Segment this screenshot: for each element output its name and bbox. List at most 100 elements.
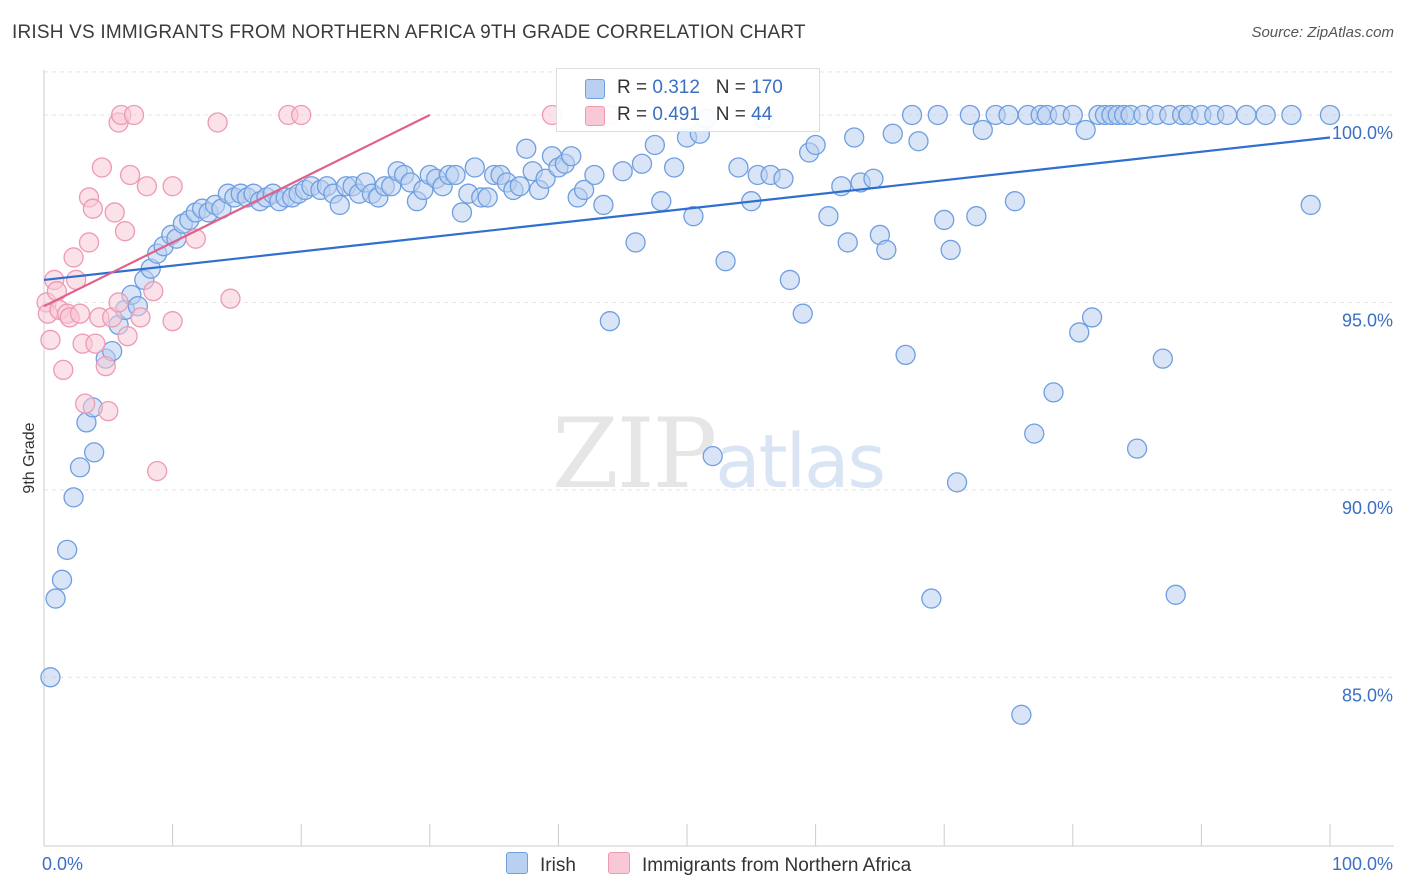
africa-point — [46, 281, 68, 302]
zipatlas-watermark: ZIPatlas — [552, 398, 886, 510]
irish-point — [573, 179, 595, 201]
irish-point — [1281, 104, 1302, 126]
irish-point — [584, 164, 605, 186]
africa-point — [98, 400, 119, 422]
irish-trend-line — [43, 136, 1331, 282]
irish-point — [728, 157, 749, 178]
irish-point — [644, 134, 665, 156]
x-tick-label-min: 0.0% — [42, 854, 83, 874]
irish-point — [792, 303, 813, 324]
axes — [43, 70, 1394, 847]
africa-trend-line — [43, 113, 431, 308]
irish-point — [895, 344, 916, 366]
irish-point — [651, 191, 672, 212]
irish-point — [940, 239, 961, 261]
legend-swatch-africa — [585, 106, 605, 126]
irish-point — [927, 104, 948, 126]
chart-title: IRISH VS IMMIGRANTS FROM NORTHERN AFRICA… — [12, 22, 806, 43]
africa-point — [147, 460, 168, 482]
africa-point — [136, 176, 158, 197]
irish-point — [818, 206, 839, 227]
irish-point — [683, 206, 704, 227]
irish-point — [1165, 584, 1186, 605]
africa-point — [117, 326, 138, 347]
watermark-atlas: atlas — [715, 419, 886, 505]
legend-irish-r-label: R = — [617, 77, 653, 98]
y-axis-title: 9th Grade — [21, 422, 38, 493]
africa-point — [123, 104, 145, 126]
y-tick-label: 95.0% — [1342, 310, 1393, 330]
irish-point — [1075, 119, 1096, 141]
irish-point — [773, 168, 794, 189]
bottom-legend-africa-label: Immigrants from Northern Africa — [642, 855, 912, 876]
irish-points — [40, 104, 1341, 725]
irish-point — [69, 457, 91, 478]
irish-point — [40, 667, 61, 688]
legend-africa-r-label: R = — [617, 104, 653, 125]
grid-lines — [44, 71, 1394, 678]
irish-point — [972, 119, 993, 141]
irish-point — [934, 209, 955, 231]
africa-point — [78, 232, 100, 253]
bottom-legend-irish: Irish — [506, 852, 576, 877]
africa-point — [104, 202, 125, 223]
correlation-legend: R = 0.312 N = 170 R = 0.491 N = 44 — [556, 68, 820, 132]
bottom-swatch-africa — [608, 852, 630, 874]
africa-point — [114, 221, 136, 242]
irish-point — [805, 134, 826, 156]
legend-africa-n-value: 44 — [751, 104, 773, 125]
irish-point — [84, 442, 105, 463]
trend-lines — [43, 113, 1331, 308]
irish-point — [329, 194, 350, 216]
irish-point — [625, 232, 646, 253]
africa-point — [53, 359, 74, 381]
irish-point — [998, 104, 1019, 126]
y-tick-label: 90.0% — [1342, 498, 1393, 518]
irish-point — [1024, 423, 1045, 444]
africa-point — [69, 303, 91, 324]
irish-point — [921, 588, 942, 609]
irish-point — [946, 472, 968, 493]
irish-point — [1319, 104, 1341, 126]
axis-labels: 85.0% 90.0% 95.0% 100.0% 0.0% 100.0% 9th Grade — [21, 123, 1393, 874]
bottom-legend-irish-label: Irish — [540, 855, 576, 876]
irish-point — [1069, 322, 1090, 343]
irish-point — [779, 269, 801, 291]
irish-point — [561, 146, 582, 167]
irish-point — [1152, 348, 1173, 369]
irish-point — [451, 202, 473, 223]
legend-africa-r-value: 0.491 — [652, 104, 700, 125]
bottom-swatch-irish — [506, 852, 528, 874]
africa-point — [162, 176, 183, 197]
irish-point — [631, 153, 653, 174]
africa-point — [85, 333, 106, 354]
irish-point — [535, 168, 556, 189]
africa-point — [108, 292, 129, 313]
y-tick-label: 100.0% — [1332, 123, 1393, 143]
irish-point — [876, 239, 897, 261]
africa-point — [220, 288, 241, 309]
irish-point — [1043, 382, 1064, 403]
africa-point — [91, 157, 113, 178]
africa-point — [82, 198, 104, 219]
irish-point — [509, 176, 530, 197]
legend-irish-r-value: 0.312 — [652, 77, 700, 98]
irish-point — [844, 127, 865, 148]
watermark-zip: ZIP — [552, 398, 717, 510]
irish-point — [1255, 104, 1276, 126]
irish-point — [1004, 191, 1026, 212]
irish-point — [1216, 104, 1238, 126]
irish-point — [908, 131, 929, 152]
irish-point — [1011, 704, 1032, 725]
y-tick-label: 85.0% — [1342, 685, 1393, 705]
africa-point — [40, 329, 61, 351]
africa-point — [291, 104, 312, 126]
irish-point — [966, 206, 987, 227]
africa-point — [63, 247, 84, 268]
legend-swatch-irish — [585, 79, 605, 99]
irish-point — [63, 487, 84, 508]
irish-point — [445, 164, 466, 186]
irish-point — [1236, 104, 1257, 126]
irish-point — [959, 104, 981, 126]
source-label: Source: ZipAtlas.com — [1251, 24, 1394, 41]
